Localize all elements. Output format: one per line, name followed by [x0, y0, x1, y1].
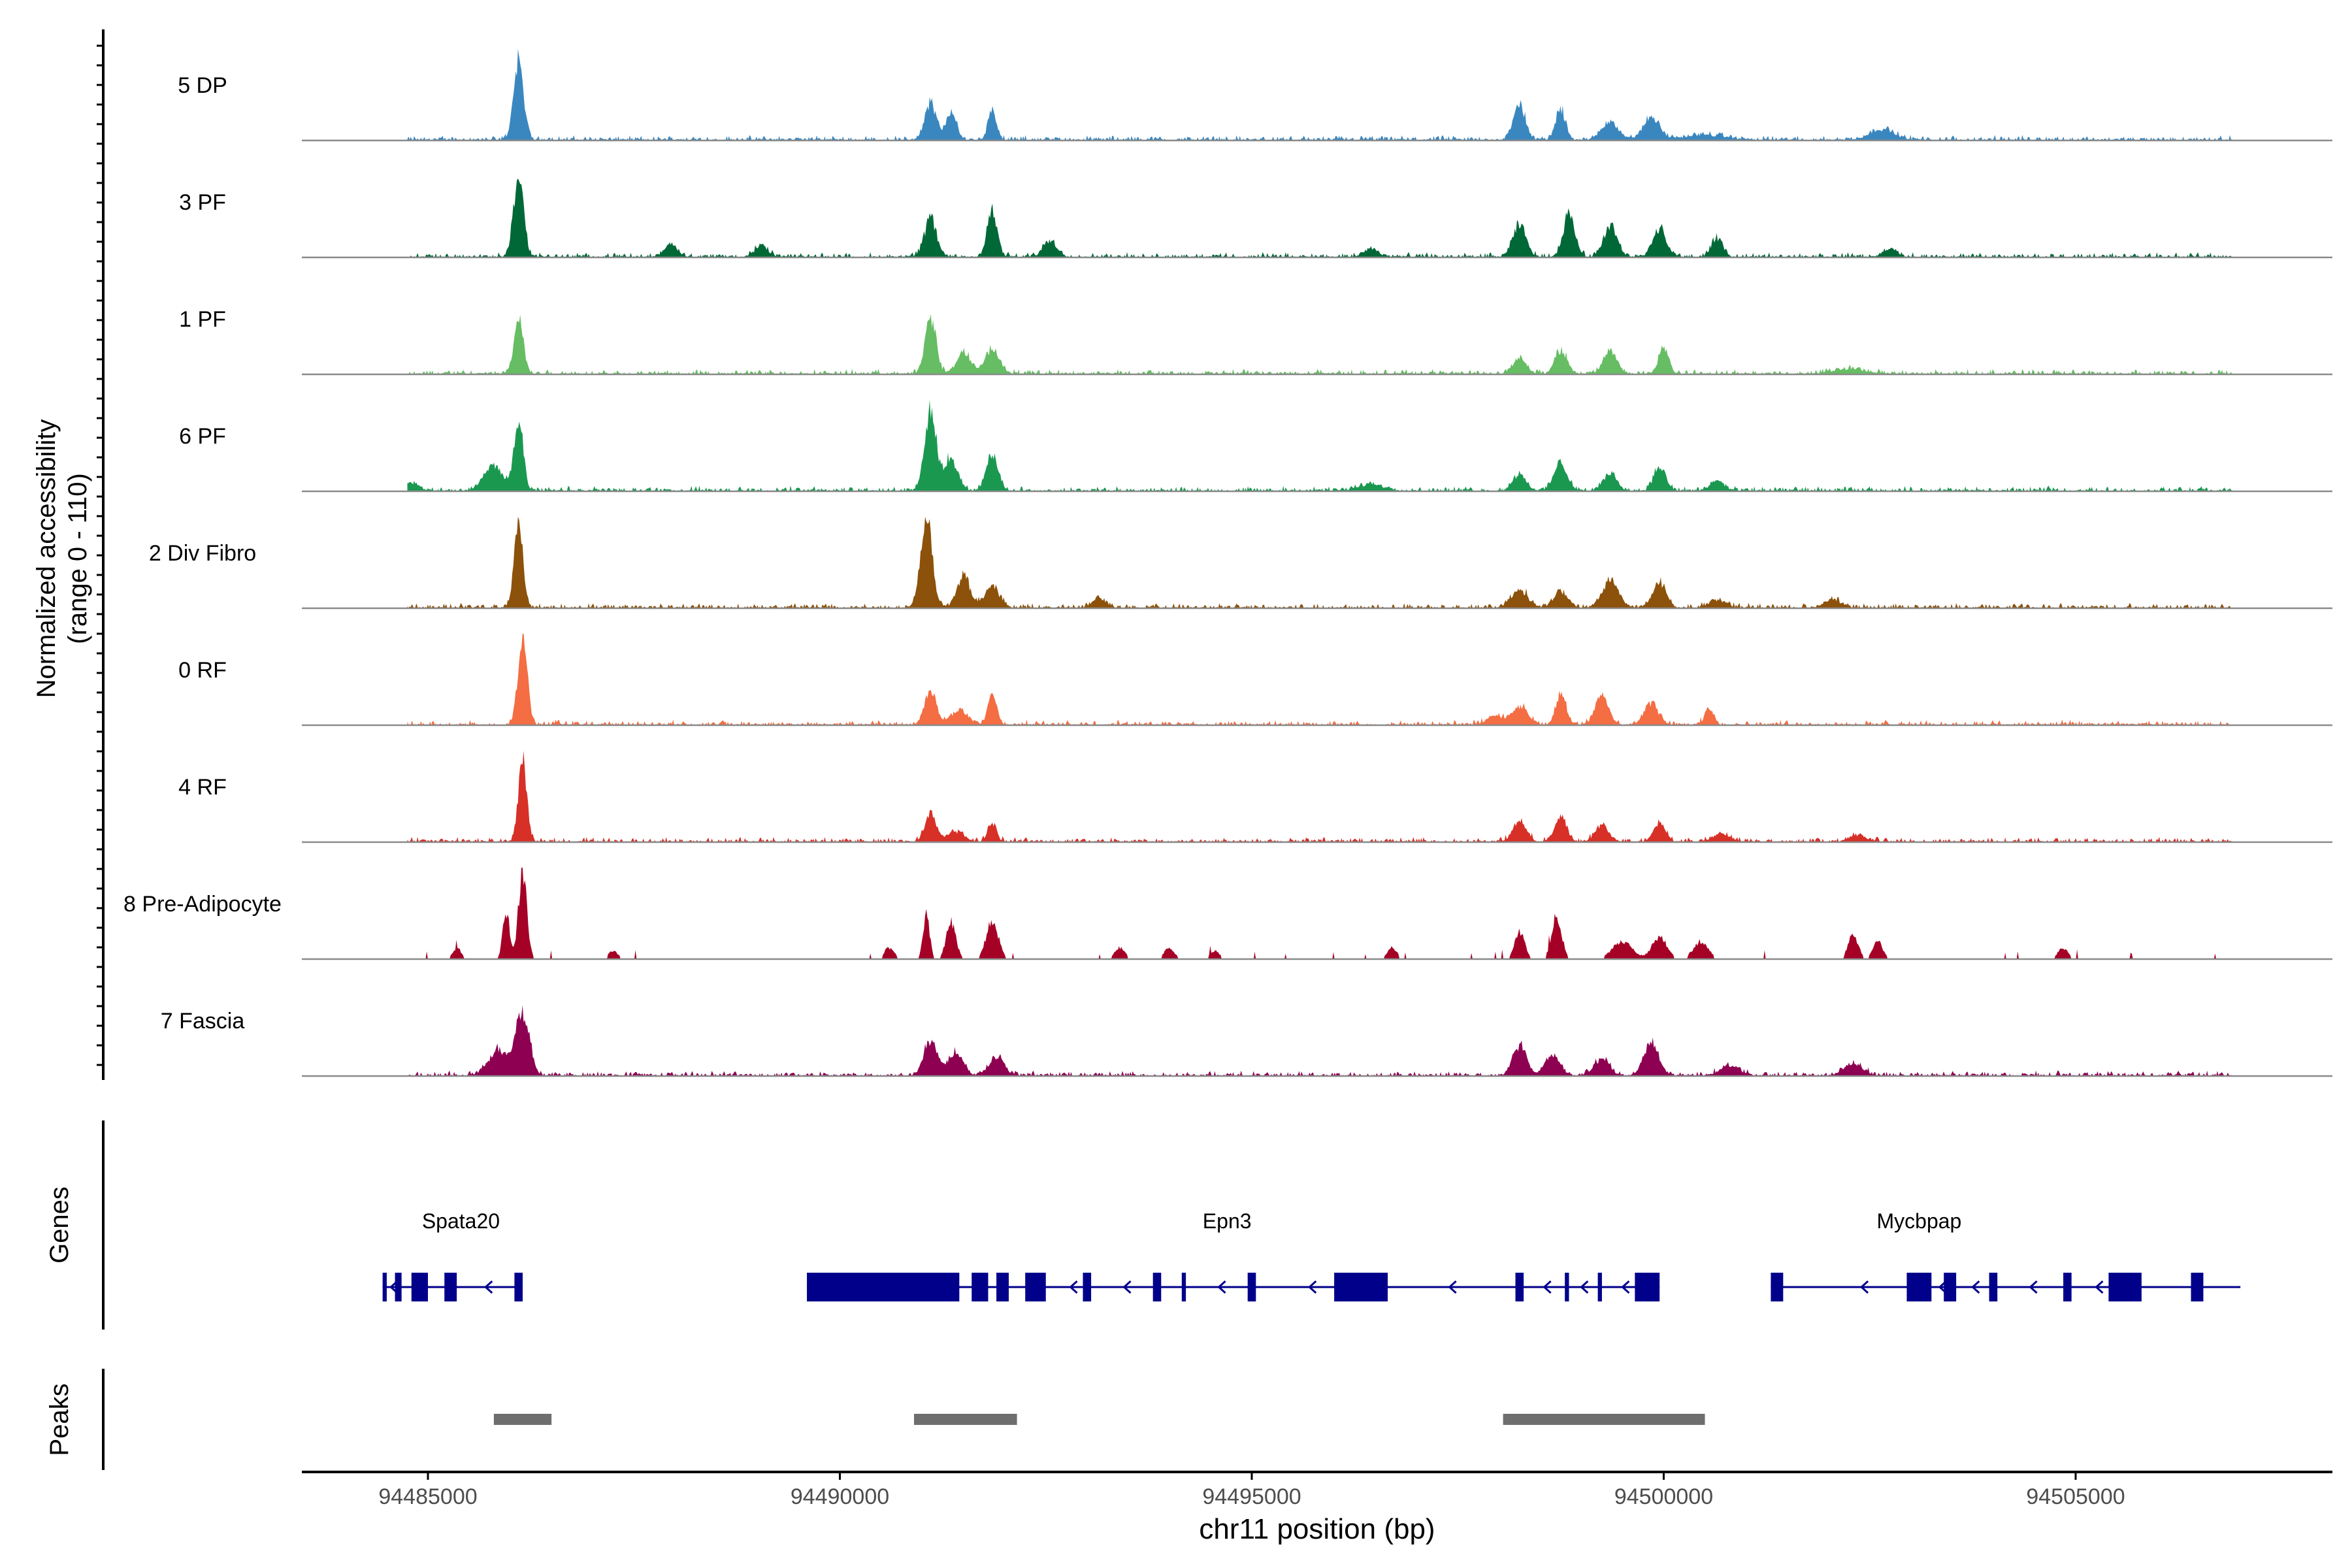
gene-exon — [2191, 1273, 2204, 1301]
peak-region — [913, 1414, 1017, 1425]
track-label: 1 PF — [179, 307, 226, 332]
gene-spata20: Spata20 — [382, 1209, 523, 1301]
gene-exon — [1597, 1273, 1602, 1301]
track-area — [407, 1005, 2232, 1076]
strand-arrow — [1069, 1280, 1078, 1294]
y-label-line2: (range 0 - 110) — [63, 473, 92, 644]
track-label: 6 PF — [179, 424, 226, 449]
gene-exon — [382, 1273, 387, 1301]
track-8: 7 Fascia — [161, 1005, 2332, 1077]
gene-epn3: Epn3 — [807, 1209, 1660, 1301]
strand-arrow — [1543, 1280, 1552, 1294]
gene-exon — [1247, 1273, 1256, 1301]
track-0: 5 DP — [178, 49, 2332, 142]
strand-arrow — [1938, 1280, 1947, 1294]
gene-exon — [1944, 1273, 1957, 1301]
strand-arrow — [484, 1280, 493, 1294]
track-label: 2 Div Fibro — [149, 541, 256, 566]
gene-exon — [1025, 1273, 1046, 1301]
gene-label: Mycbpap — [1876, 1209, 1961, 1233]
track-area — [407, 751, 2232, 842]
track-5: 0 RF — [178, 634, 2332, 727]
strand-arrow — [1621, 1280, 1630, 1294]
peaks-panel-label: Peaks — [45, 1383, 74, 1456]
track-2: 1 PF — [179, 307, 2332, 376]
gene-label: Spata20 — [422, 1209, 500, 1233]
x-tick-label: 94505000 — [2026, 1484, 2125, 1509]
gene-exon — [1906, 1273, 1932, 1301]
peaks-track — [493, 1414, 1705, 1425]
gene-exon — [1181, 1273, 1186, 1301]
x-tick-label: 94495000 — [1202, 1484, 1301, 1509]
strand-arrow — [1122, 1280, 1132, 1294]
coverage-y-label: Normalized accessibility (range 0 - 110) — [32, 419, 92, 698]
x-tick-label: 94485000 — [378, 1484, 477, 1509]
x-tick-label: 94500000 — [1614, 1484, 1713, 1509]
gene-exon — [2063, 1273, 2072, 1301]
track-6: 4 RF — [178, 751, 2332, 843]
track-label: 5 DP — [178, 73, 227, 98]
x-axis-ticks: 94485000 94490000 94495000 94500000 94505000 — [378, 1472, 2125, 1509]
genes-track: Spata20 Epn3 Mycbpap — [382, 1209, 2241, 1301]
strand-arrow — [1448, 1280, 1457, 1294]
x-tick-label: 94490000 — [791, 1484, 889, 1509]
track-label: 7 Fascia — [161, 1009, 245, 1034]
strand-arrow — [1859, 1280, 1869, 1294]
track-label: 0 RF — [178, 658, 227, 683]
track-1: 3 PF — [179, 178, 2332, 259]
peak-region — [493, 1414, 552, 1425]
gene-exon — [1771, 1273, 1784, 1301]
track-4: 2 Div Fibro — [149, 517, 2332, 610]
peak-region — [1503, 1414, 1705, 1425]
gene-exon — [1989, 1273, 1998, 1301]
track-area — [407, 314, 2232, 374]
strand-arrow — [2095, 1280, 2104, 1294]
track-area — [407, 634, 2232, 725]
track-area — [407, 868, 2232, 959]
gene-exon — [411, 1273, 428, 1301]
track-3: 6 PF — [179, 400, 2332, 493]
gene-exon — [1334, 1273, 1388, 1301]
gene-exon — [2108, 1273, 2142, 1301]
coverage-tracks: 5 DP 3 PF 1 PF 6 PF 2 Div Fibro 0 RF 4 RF 8 Pre… — [123, 49, 2332, 1077]
strand-arrow — [389, 1280, 399, 1294]
gene-mycbpap: Mycbpap — [1771, 1209, 2241, 1301]
track-area — [407, 517, 2232, 608]
track-label: 4 RF — [178, 775, 227, 800]
track-label: 8 Pre-Adipocyte — [123, 892, 282, 917]
strand-arrow — [1308, 1280, 1317, 1294]
y-label-line1: Normalized accessibility — [32, 419, 61, 698]
gene-exon — [1565, 1273, 1569, 1301]
track-label: 3 PF — [179, 190, 226, 215]
gene-exon — [1083, 1273, 1092, 1301]
track-area — [407, 400, 2232, 491]
strand-arrow — [1580, 1280, 1589, 1294]
strand-arrow — [2029, 1280, 2038, 1294]
gene-exon — [395, 1273, 402, 1301]
track-area — [407, 49, 2232, 140]
track-7: 8 Pre-Adipocyte — [123, 868, 2332, 960]
genes-panel-label: Genes — [45, 1186, 74, 1264]
x-axis-label: chr11 position (bp) — [1199, 1513, 1435, 1545]
coverage-y-ticks — [97, 44, 103, 1066]
gene-exon — [1515, 1273, 1524, 1301]
strand-arrow — [1971, 1280, 1980, 1294]
strand-arrow — [1217, 1280, 1226, 1294]
gene-label: Epn3 — [1203, 1209, 1252, 1233]
gene-exon — [807, 1273, 960, 1301]
track-area — [407, 178, 2232, 257]
gene-exon — [444, 1273, 457, 1301]
gene-exon — [972, 1273, 988, 1301]
gene-exon — [514, 1273, 523, 1301]
gene-exon — [1635, 1273, 1660, 1301]
gene-exon — [1152, 1273, 1162, 1301]
gene-exon — [996, 1273, 1009, 1301]
